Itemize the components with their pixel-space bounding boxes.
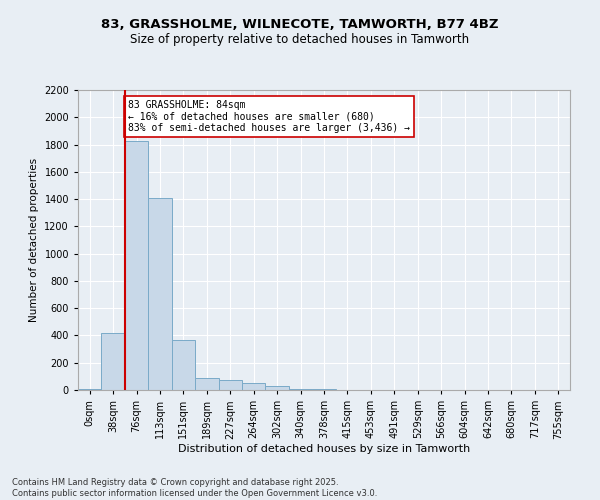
Text: Size of property relative to detached houses in Tamworth: Size of property relative to detached ho…	[130, 32, 470, 46]
Bar	[242, 382, 265, 390]
Bar	[218, 380, 242, 390]
Bar	[125, 141, 148, 390]
Bar	[172, 340, 195, 390]
Bar	[289, 388, 312, 390]
Y-axis label: Number of detached properties: Number of detached properties	[29, 158, 38, 322]
Text: 83, GRASSHOLME, WILNECOTE, TAMWORTH, B77 4BZ: 83, GRASSHOLME, WILNECOTE, TAMWORTH, B77…	[101, 18, 499, 30]
X-axis label: Distribution of detached houses by size in Tamworth: Distribution of detached houses by size …	[178, 444, 470, 454]
Bar	[148, 198, 172, 390]
Text: Contains HM Land Registry data © Crown copyright and database right 2025.
Contai: Contains HM Land Registry data © Crown c…	[12, 478, 377, 498]
Bar	[265, 386, 289, 390]
Bar	[195, 378, 218, 390]
Text: 83 GRASSHOLME: 84sqm
← 16% of detached houses are smaller (680)
83% of semi-deta: 83 GRASSHOLME: 84sqm ← 16% of detached h…	[128, 100, 410, 132]
Bar	[101, 332, 125, 390]
